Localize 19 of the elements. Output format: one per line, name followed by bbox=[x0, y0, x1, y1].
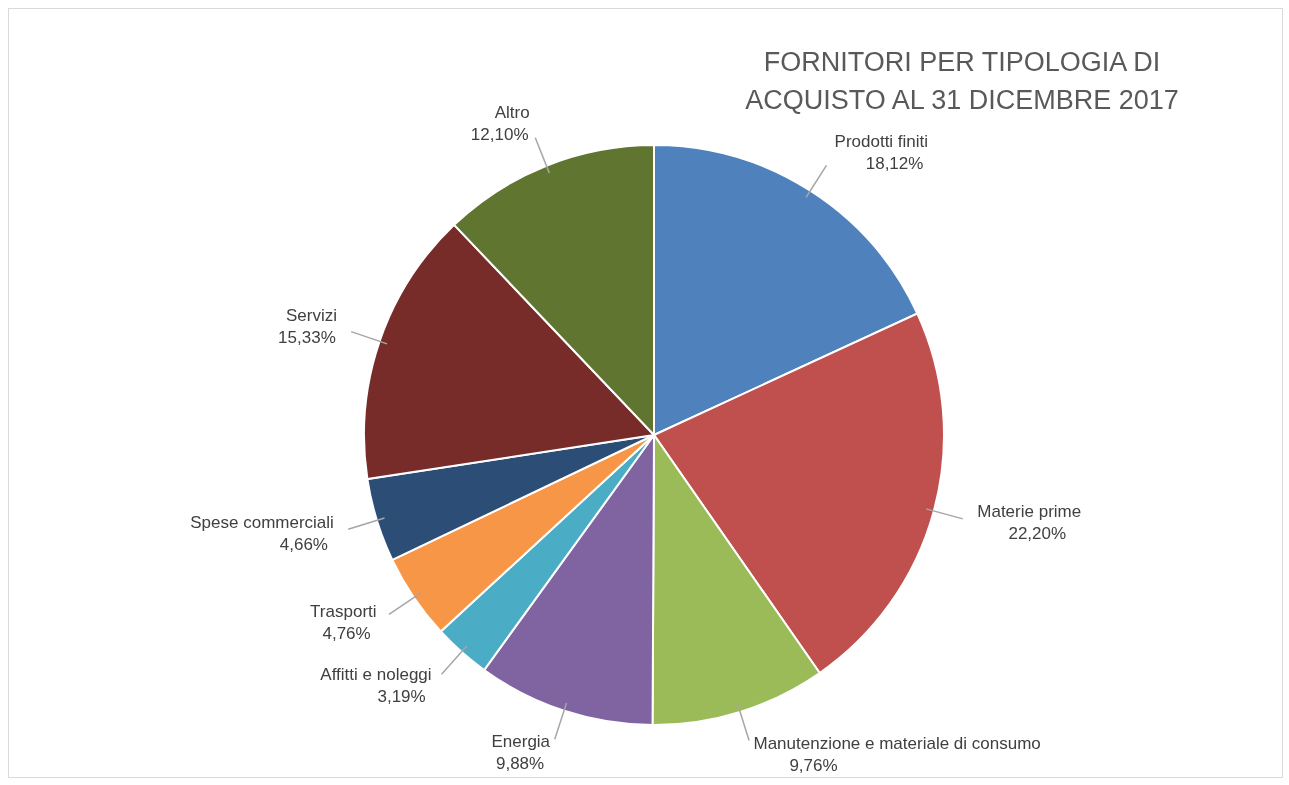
data-label: 22,20% bbox=[1008, 523, 1067, 543]
slice-label: Altro bbox=[494, 102, 530, 122]
slice-label: Affitti e noleggi bbox=[320, 664, 432, 684]
data-label: 15,33% bbox=[278, 327, 336, 347]
data-label: 12,10% bbox=[470, 124, 529, 144]
slice-label: Spese commerciali bbox=[190, 512, 334, 532]
data-label: 3,19% bbox=[377, 686, 426, 706]
data-label: 4,66% bbox=[279, 534, 328, 554]
data-label: 4,76% bbox=[322, 623, 371, 643]
slice-label: Trasporti bbox=[310, 601, 377, 621]
slice-label: Prodotti finiti bbox=[834, 131, 929, 151]
slice-label: Servizi bbox=[285, 305, 337, 325]
data-label: 18,12% bbox=[865, 153, 924, 173]
chart-title: FORNITORI PER TIPOLOGIA DI ACQUISTO AL 31 DICEMBRE 2017 bbox=[744, 46, 1180, 117]
slice-label: Energia bbox=[491, 732, 551, 752]
slice-label: Manutenzione e materiale di consumo bbox=[753, 733, 1041, 753]
slice-label: Materie prime bbox=[977, 501, 1082, 521]
data-label: 9,88% bbox=[495, 754, 545, 774]
data-label: 9,76% bbox=[789, 755, 838, 775]
